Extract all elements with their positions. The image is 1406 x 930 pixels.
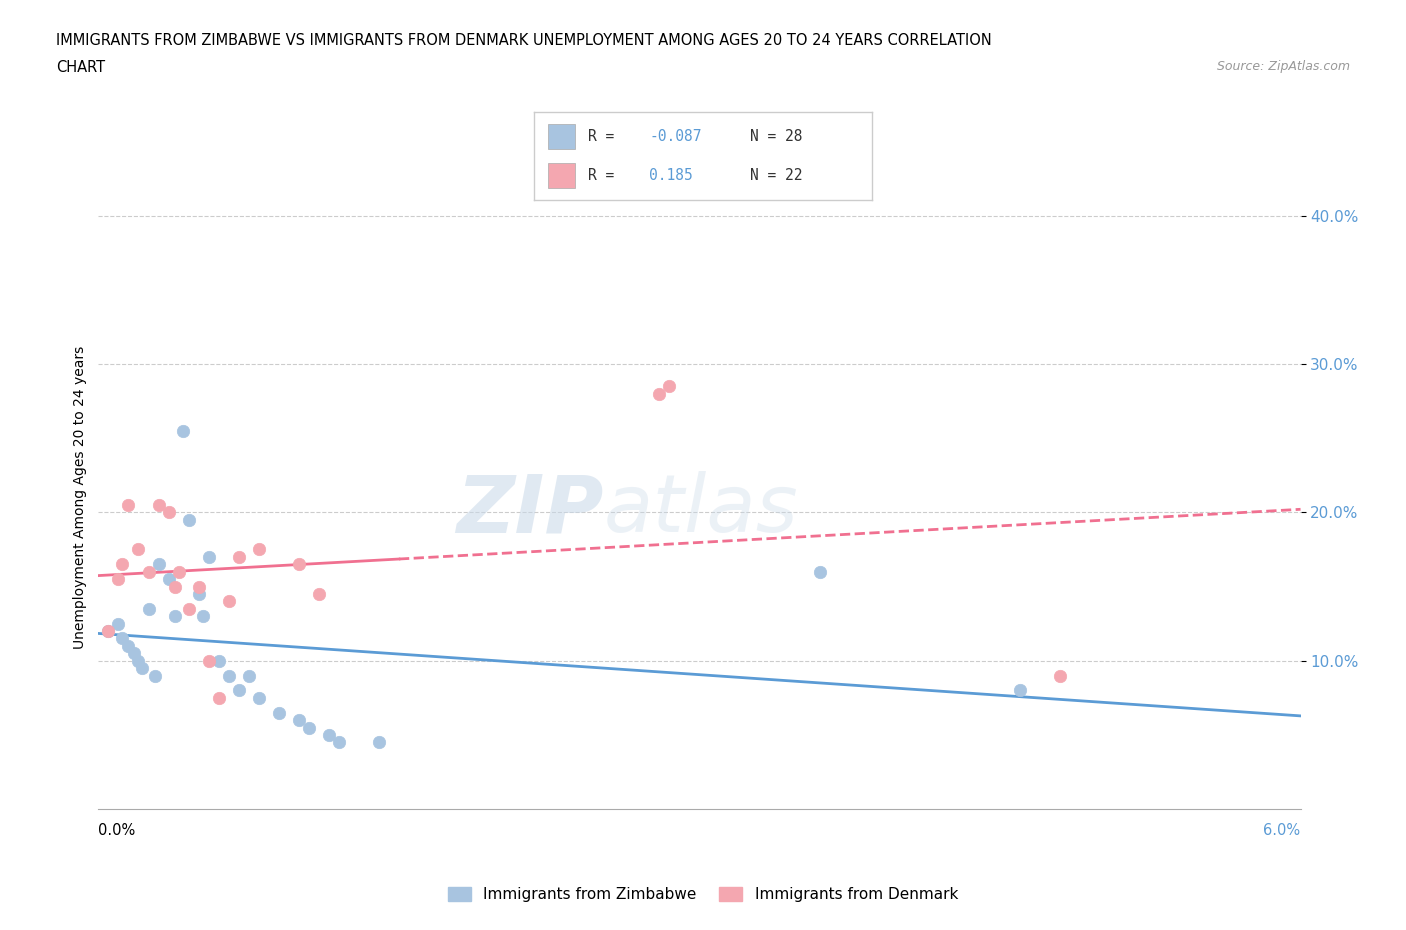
Text: -0.087: -0.087 bbox=[650, 129, 702, 144]
Text: N = 28: N = 28 bbox=[751, 129, 803, 144]
Point bbox=[107, 617, 129, 631]
Point bbox=[143, 668, 166, 683]
Text: 6.0%: 6.0% bbox=[1264, 823, 1301, 838]
Point bbox=[107, 572, 129, 587]
Point bbox=[308, 587, 330, 602]
Point bbox=[172, 423, 194, 438]
Point bbox=[648, 386, 671, 401]
Point bbox=[247, 542, 270, 557]
Text: CHART: CHART bbox=[56, 60, 105, 75]
Point bbox=[1008, 683, 1031, 698]
Text: Source: ZipAtlas.com: Source: ZipAtlas.com bbox=[1216, 60, 1350, 73]
Point bbox=[111, 557, 134, 572]
Point bbox=[131, 660, 153, 675]
Text: 0.185: 0.185 bbox=[650, 167, 693, 182]
Y-axis label: Unemployment Among Ages 20 to 24 years: Unemployment Among Ages 20 to 24 years bbox=[73, 346, 87, 649]
Text: IMMIGRANTS FROM ZIMBABWE VS IMMIGRANTS FROM DENMARK UNEMPLOYMENT AMONG AGES 20 T: IMMIGRANTS FROM ZIMBABWE VS IMMIGRANTS F… bbox=[56, 33, 993, 47]
Point bbox=[111, 631, 134, 646]
Point bbox=[208, 690, 231, 705]
Point bbox=[287, 712, 309, 727]
Point bbox=[167, 565, 190, 579]
Text: N = 22: N = 22 bbox=[751, 167, 803, 182]
Point bbox=[97, 624, 120, 639]
Point bbox=[287, 557, 309, 572]
Point bbox=[128, 542, 150, 557]
Point bbox=[197, 653, 219, 668]
Bar bbox=[548, 163, 575, 188]
Point bbox=[228, 683, 250, 698]
Point bbox=[163, 609, 186, 624]
Point bbox=[318, 727, 340, 742]
Point bbox=[247, 690, 270, 705]
Point bbox=[238, 668, 260, 683]
Point bbox=[187, 587, 209, 602]
Text: ZIP: ZIP bbox=[456, 471, 603, 549]
Point bbox=[187, 579, 209, 594]
Point bbox=[191, 609, 214, 624]
Text: atlas: atlas bbox=[603, 471, 799, 549]
Point bbox=[177, 602, 200, 617]
Point bbox=[658, 379, 681, 393]
Point bbox=[328, 735, 350, 750]
Point bbox=[148, 557, 170, 572]
Point bbox=[367, 735, 389, 750]
Point bbox=[128, 653, 150, 668]
Legend: Immigrants from Zimbabwe, Immigrants from Denmark: Immigrants from Zimbabwe, Immigrants fro… bbox=[441, 881, 965, 909]
Point bbox=[124, 645, 146, 660]
Point bbox=[808, 565, 831, 579]
Text: R =: R = bbox=[588, 129, 623, 144]
Point bbox=[228, 550, 250, 565]
Point bbox=[117, 498, 139, 512]
Point bbox=[267, 705, 290, 720]
Point bbox=[138, 565, 160, 579]
Point bbox=[157, 572, 180, 587]
Point bbox=[97, 624, 120, 639]
Point bbox=[208, 653, 231, 668]
Text: 0.0%: 0.0% bbox=[98, 823, 135, 838]
Point bbox=[218, 594, 240, 609]
Point bbox=[298, 720, 321, 735]
Point bbox=[218, 668, 240, 683]
Point bbox=[117, 639, 139, 654]
Point bbox=[1049, 668, 1071, 683]
Bar bbox=[548, 124, 575, 149]
Point bbox=[163, 579, 186, 594]
Point bbox=[148, 498, 170, 512]
Text: R =: R = bbox=[588, 167, 623, 182]
Point bbox=[177, 512, 200, 527]
Point bbox=[138, 602, 160, 617]
Point bbox=[157, 505, 180, 520]
Point bbox=[197, 550, 219, 565]
